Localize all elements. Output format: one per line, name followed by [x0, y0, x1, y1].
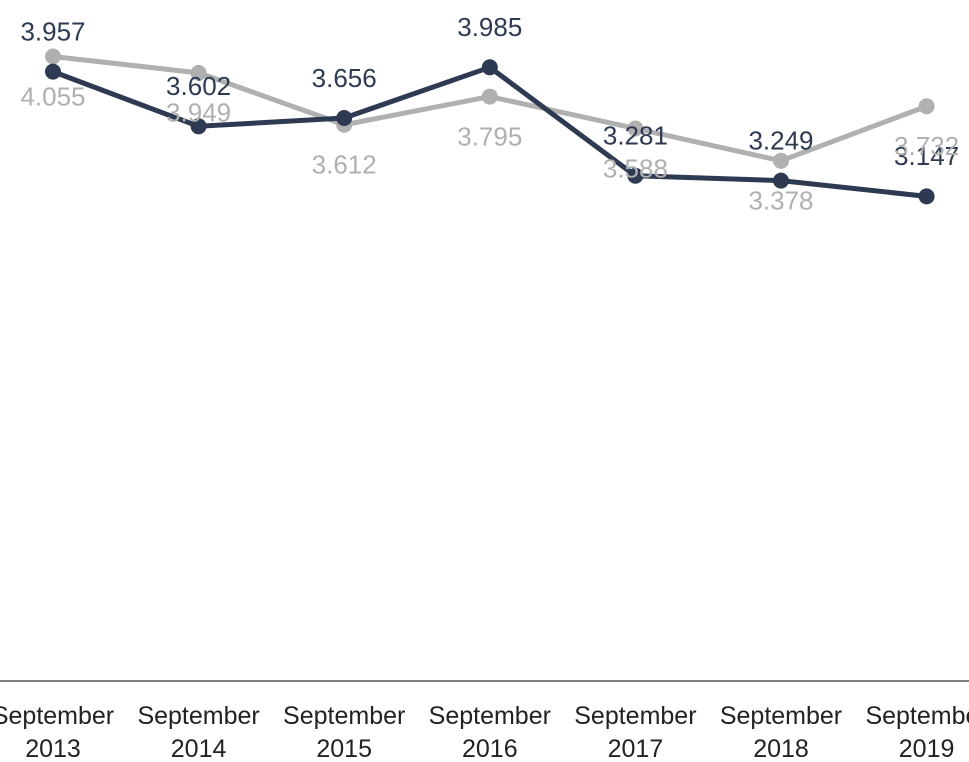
x-tick-label: September 2017 — [574, 702, 697, 762]
marker — [190, 64, 207, 81]
marker — [45, 63, 61, 80]
x-tick-label: September 2016 — [428, 702, 551, 762]
marker — [918, 188, 935, 205]
marker — [45, 48, 61, 65]
marker — [336, 109, 353, 126]
data-label: 3.985 — [457, 12, 522, 42]
data-label: 3.147 — [894, 141, 959, 171]
x-tick-label: September 2015 — [283, 702, 406, 762]
data-label: 3.588 — [603, 153, 668, 183]
data-label: 3.612 — [312, 150, 377, 180]
marker — [918, 98, 935, 115]
data-label: 3.249 — [748, 126, 813, 156]
x-tick-label: September 2019 — [865, 702, 969, 762]
x-tick-label: September 2018 — [719, 702, 843, 762]
data-label: 3.957 — [20, 16, 85, 46]
data-label: 3.656 — [312, 63, 377, 93]
data-label: 3.949 — [166, 98, 231, 128]
marker — [627, 120, 644, 137]
data-label: 3.732 — [894, 131, 959, 161]
marker — [481, 88, 498, 105]
data-label: 3.795 — [457, 121, 522, 151]
marker — [190, 118, 207, 135]
marker — [627, 167, 644, 184]
marker — [773, 152, 789, 169]
data-label: 4.055 — [20, 81, 85, 111]
x-tick-label: September 2014 — [137, 702, 260, 762]
data-label: 3.281 — [603, 121, 668, 151]
marker — [773, 172, 789, 189]
marker — [481, 59, 498, 76]
data-label: 3.378 — [748, 186, 813, 216]
x-tick-label: September 2013 — [0, 702, 115, 762]
data-label: 3.602 — [166, 71, 231, 101]
